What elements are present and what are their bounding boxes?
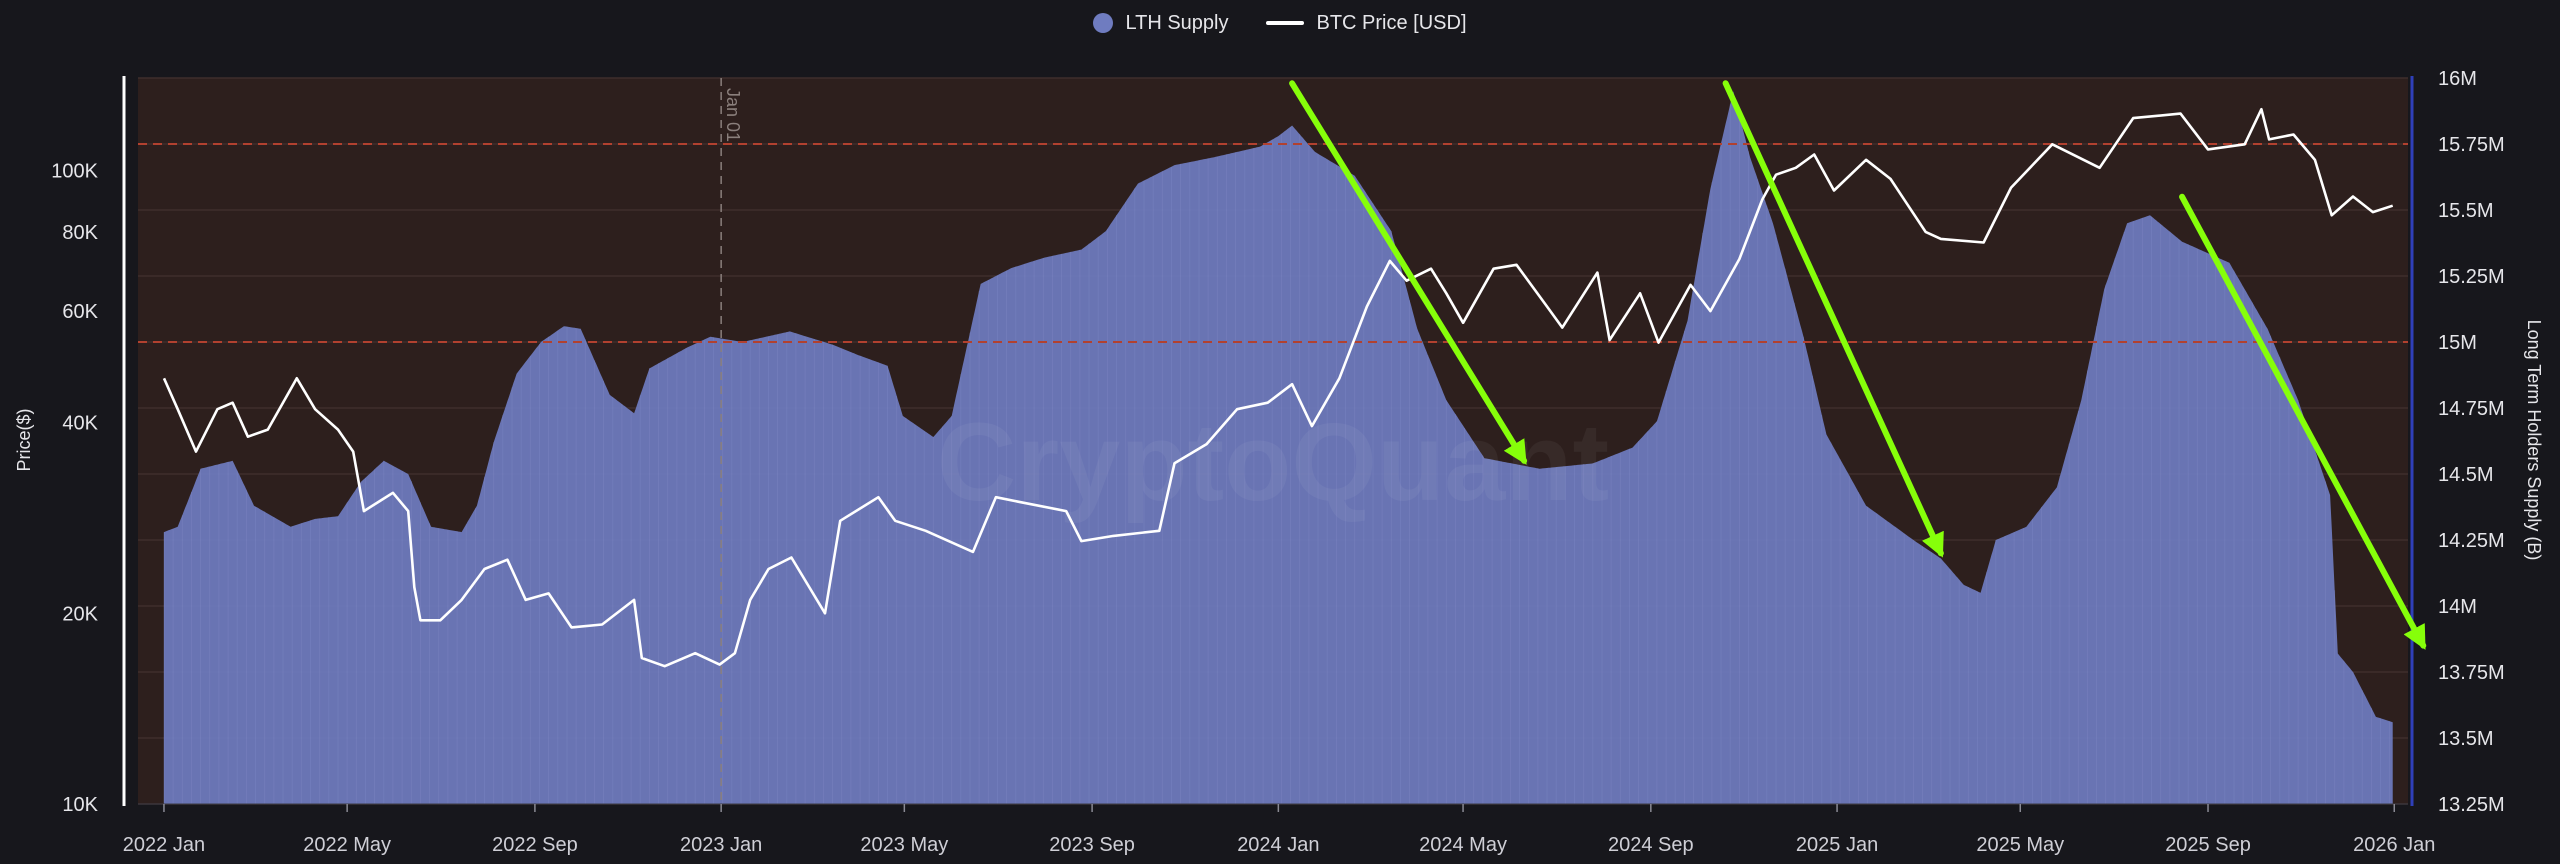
legend-dot-icon [1093,13,1114,33]
y-right-tick-label: 14M [2438,596,2477,618]
axes-layer: 10K 20K 40K 60K 80K 100K 13.25M 13.5M 13.75M 14M 1… [51,68,2504,856]
trend-arrow [1722,80,1944,558]
x-tick-label: 2026 Jan [2353,834,2435,856]
x-tick-label: 2023 Jan [680,834,762,856]
legend-line-icon [1266,21,1305,25]
annotation-layer: Jan 01 [138,78,2408,804]
x-tick-label: 2022 Sep [492,834,578,856]
y-right-tick-label: 16M [2438,68,2477,90]
y-left-tick-label: 40K [62,413,98,435]
y-right-tick-label: 15.5M [2438,200,2494,222]
y-left-tick-label: 20K [62,603,98,625]
y-right-tick-label: 14.5M [2438,464,2494,486]
btc-price-line [162,107,2394,668]
vline-label: Jan 01 [723,88,743,142]
y-right-tick-label: 15.25M [2438,266,2505,288]
trend-arrow [1289,80,1528,465]
x-tick-label: 2024 Jan [1237,834,1319,856]
legend-label: BTC Price [USD] [1316,11,1467,34]
x-tick-label: 2022 May [303,834,391,856]
y-right-tick-label: 13.75M [2438,662,2505,684]
legend-label: LTH Supply [1125,11,1229,34]
y-left-tick-label: 80K [62,222,98,244]
legend: LTH Supply BTC Price [USD] [0,0,2560,46]
y-right-tick-label: 14.25M [2438,530,2505,552]
x-tick-label: 2024 Sep [1608,834,1694,856]
y-right-tick-label: 15.75M [2438,134,2505,156]
btc-price-line-layer [162,107,2394,668]
legend-item-btc-price[interactable]: BTC Price [USD] [1266,11,1467,35]
x-tick-label: 2022 Jan [123,834,205,856]
x-tick-label: 2025 May [1976,834,2064,856]
x-tick-label: 2023 May [860,834,948,856]
y-right-tick-label: 13.5M [2438,728,2494,750]
y-axis-right-label: Long Term Holders Supply (B) [2524,320,2544,561]
trend-arrow [2179,193,2427,650]
legend-item-lth-supply[interactable]: LTH Supply [1093,12,1228,35]
y-left-tick-label: 100K [51,161,98,183]
x-tick-label: 2025 Jan [1796,834,1878,856]
y-right-tick-label: 13.25M [2438,794,2505,816]
y-axis-left-label: Price($) [14,408,34,471]
y-left-tick-label: 10K [62,794,98,816]
x-tick-label: 2024 May [1419,834,1507,856]
y-right-tick-label: 15M [2438,332,2477,354]
x-tick-label: 2025 Sep [2165,834,2251,856]
arrow-layer [1289,80,2427,650]
x-tick-label: 2023 Sep [1049,834,1135,856]
y-left-tick-label: 60K [62,301,98,323]
y-right-tick-label: 14.75M [2438,398,2505,420]
